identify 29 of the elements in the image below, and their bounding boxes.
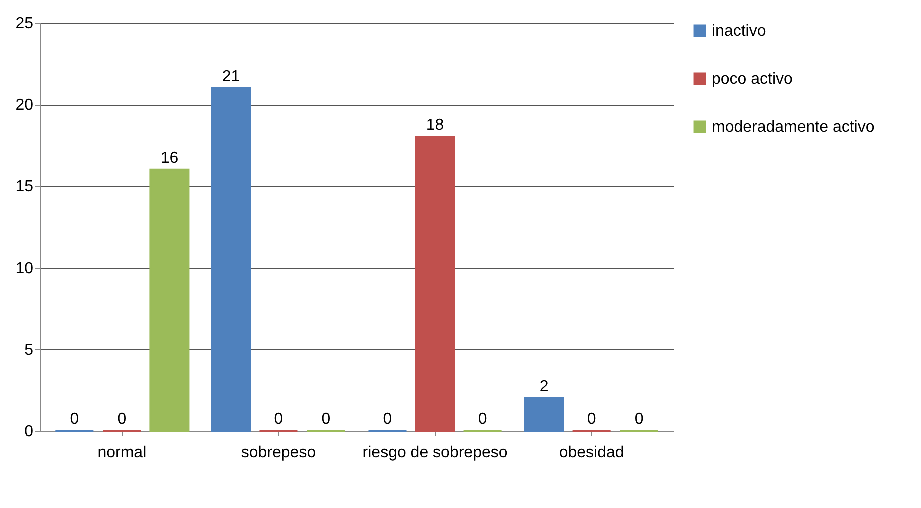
data-label: 21 [222, 68, 240, 86]
x-tick-label: riesgo de sobrepeso [362, 444, 508, 462]
data-label: 0 [70, 411, 80, 428]
x-tick-label: obesidad [559, 444, 624, 462]
x-tick-label: normal [98, 444, 147, 462]
bar [150, 168, 190, 432]
y-tick-label: 0 [24, 424, 34, 440]
legend-label: moderadamente activo [712, 119, 875, 136]
legend-label: poco activo [712, 71, 794, 88]
data-label: 18 [426, 117, 444, 134]
bar [524, 397, 564, 432]
data-label: 0 [478, 411, 488, 428]
bar [211, 87, 252, 432]
x-tick-label: sobrepeso [241, 444, 316, 462]
data-label: 16 [160, 150, 179, 167]
y-tick-label: 25 [16, 16, 34, 32]
data-label: 0 [383, 411, 392, 428]
legend-label: inactivo [712, 23, 766, 40]
data-label: 0 [322, 411, 331, 428]
bar [415, 136, 456, 432]
data-label: 0 [274, 411, 284, 428]
data-label: 2 [540, 378, 549, 396]
y-tick-label: 20 [16, 97, 34, 114]
data-label: 0 [118, 411, 127, 428]
y-tick-label: 5 [24, 342, 34, 359]
y-tick-label: 10 [16, 260, 34, 278]
y-tick-label: 15 [16, 178, 34, 196]
data-label: 0 [634, 411, 644, 428]
data-label: 0 [587, 411, 596, 428]
